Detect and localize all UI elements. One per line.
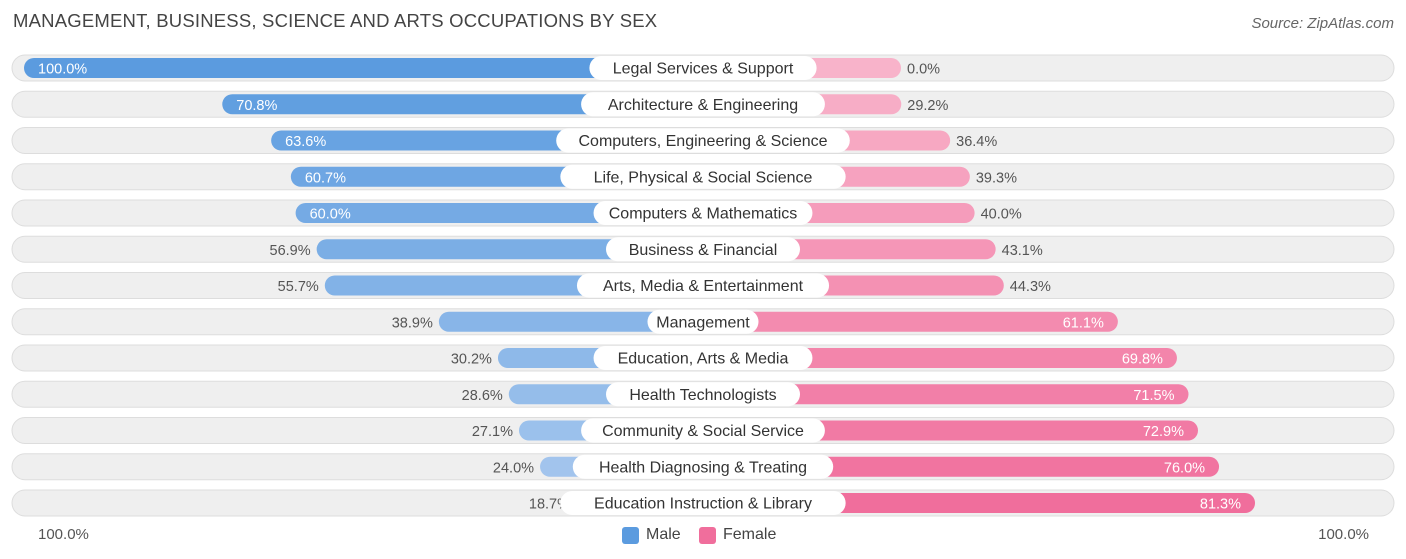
axis-right-label: 100.0% — [1318, 526, 1369, 543]
female-value-label: 44.3% — [1010, 279, 1051, 295]
category-pill — [593, 201, 813, 225]
category-label: Architecture & Engineering — [608, 97, 798, 114]
category-label: Computers & Mathematics — [609, 206, 798, 223]
category-label: Computers, Engineering & Science — [578, 133, 827, 150]
male-value-label: 27.1% — [472, 424, 513, 440]
axis-left-label: 100.0% — [38, 526, 89, 543]
male-value-label: 56.9% — [270, 243, 311, 259]
female-value-label: 40.0% — [981, 207, 1022, 223]
female-value-label: 61.1% — [1063, 315, 1104, 331]
category-label: Management — [656, 314, 750, 331]
category-pill — [581, 418, 825, 443]
male-bar — [24, 58, 703, 78]
male-value-label: 100.0% — [38, 62, 87, 78]
male-value-label: 28.6% — [462, 388, 503, 404]
male-value-label: 70.8% — [236, 98, 277, 114]
male-value-label: 60.0% — [310, 207, 351, 223]
legend-item-male: Male — [622, 524, 681, 546]
male-value-label: 63.6% — [285, 134, 326, 150]
category-pill — [572, 454, 834, 479]
legend-swatch-male — [622, 526, 639, 544]
female-bar — [703, 311, 1118, 332]
bar-chart: 100.0% 0.0% Legal Services & Support 70.8% 2… — [11, 54, 1395, 517]
category-pill — [606, 237, 800, 262]
female-value-label: 69.8% — [1122, 352, 1163, 368]
category-label: Health Technologists — [629, 387, 776, 404]
female-value-label: 29.2% — [907, 98, 948, 114]
male-bar — [438, 311, 703, 332]
female-value-label: 76.0% — [1164, 460, 1205, 476]
category-label: Education, Arts & Media — [618, 351, 789, 368]
female-value-label: 72.9% — [1143, 424, 1184, 440]
female-value-label: 0.0% — [907, 62, 940, 78]
category-pill — [589, 56, 817, 80]
female-bar — [703, 384, 1189, 405]
female-value-label: 39.3% — [976, 170, 1017, 186]
female-value-label: 43.1% — [1002, 243, 1043, 259]
legend-swatch-female — [699, 526, 716, 544]
category-pill — [560, 164, 846, 189]
category-pill — [606, 382, 800, 407]
female-value-label: 36.4% — [956, 134, 997, 150]
male-bar — [316, 239, 703, 260]
category-pill — [560, 491, 846, 515]
legend-item-female: Female — [699, 524, 776, 546]
category-label: Life, Physical & Social Science — [594, 169, 813, 186]
male-value-label: 18.7% — [529, 497, 570, 513]
male-value-label: 24.0% — [493, 460, 534, 476]
legend: Male Female — [0, 524, 1406, 546]
female-bar — [703, 348, 1177, 368]
female-value-label: 81.3% — [1200, 497, 1241, 513]
category-label: Community & Social Service — [602, 423, 804, 440]
category-label: Legal Services & Support — [613, 61, 794, 78]
category-pill — [556, 128, 850, 153]
male-value-label: 30.2% — [451, 352, 492, 368]
category-pill — [593, 346, 813, 370]
male-value-label: 55.7% — [278, 279, 319, 295]
category-pill — [581, 92, 825, 117]
category-pill — [576, 273, 830, 298]
legend-label-male: Male — [646, 526, 681, 543]
category-label: Health Diagnosing & Treating — [599, 459, 807, 476]
source-label: Source: ZipAtlas.com — [1251, 15, 1394, 32]
category-label: Business & Financial — [629, 242, 778, 259]
category-pill — [647, 309, 759, 334]
chart-title: MANAGEMENT, BUSINESS, SCIENCE AND ARTS O… — [13, 10, 658, 31]
female-value-label: 71.5% — [1133, 388, 1174, 404]
male-value-label: 60.7% — [305, 170, 346, 186]
category-label: Education Instruction & Library — [594, 496, 812, 513]
female-bar — [703, 420, 1198, 441]
legend-label-female: Female — [723, 526, 777, 543]
male-value-label: 38.9% — [392, 315, 433, 331]
category-label: Arts, Media & Entertainment — [603, 278, 804, 295]
